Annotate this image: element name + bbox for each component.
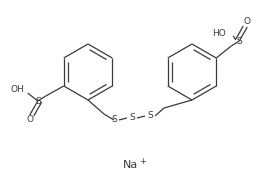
Text: S: S [236, 36, 242, 46]
Text: Na: Na [123, 160, 138, 170]
Text: S: S [129, 113, 135, 122]
Text: S: S [35, 96, 41, 106]
Text: +: + [139, 158, 146, 167]
Text: HO: HO [212, 29, 226, 38]
Text: O: O [26, 115, 33, 124]
Text: S: S [147, 111, 153, 120]
Text: OH: OH [11, 85, 25, 94]
Text: S: S [111, 115, 117, 124]
Text: O: O [244, 18, 251, 27]
